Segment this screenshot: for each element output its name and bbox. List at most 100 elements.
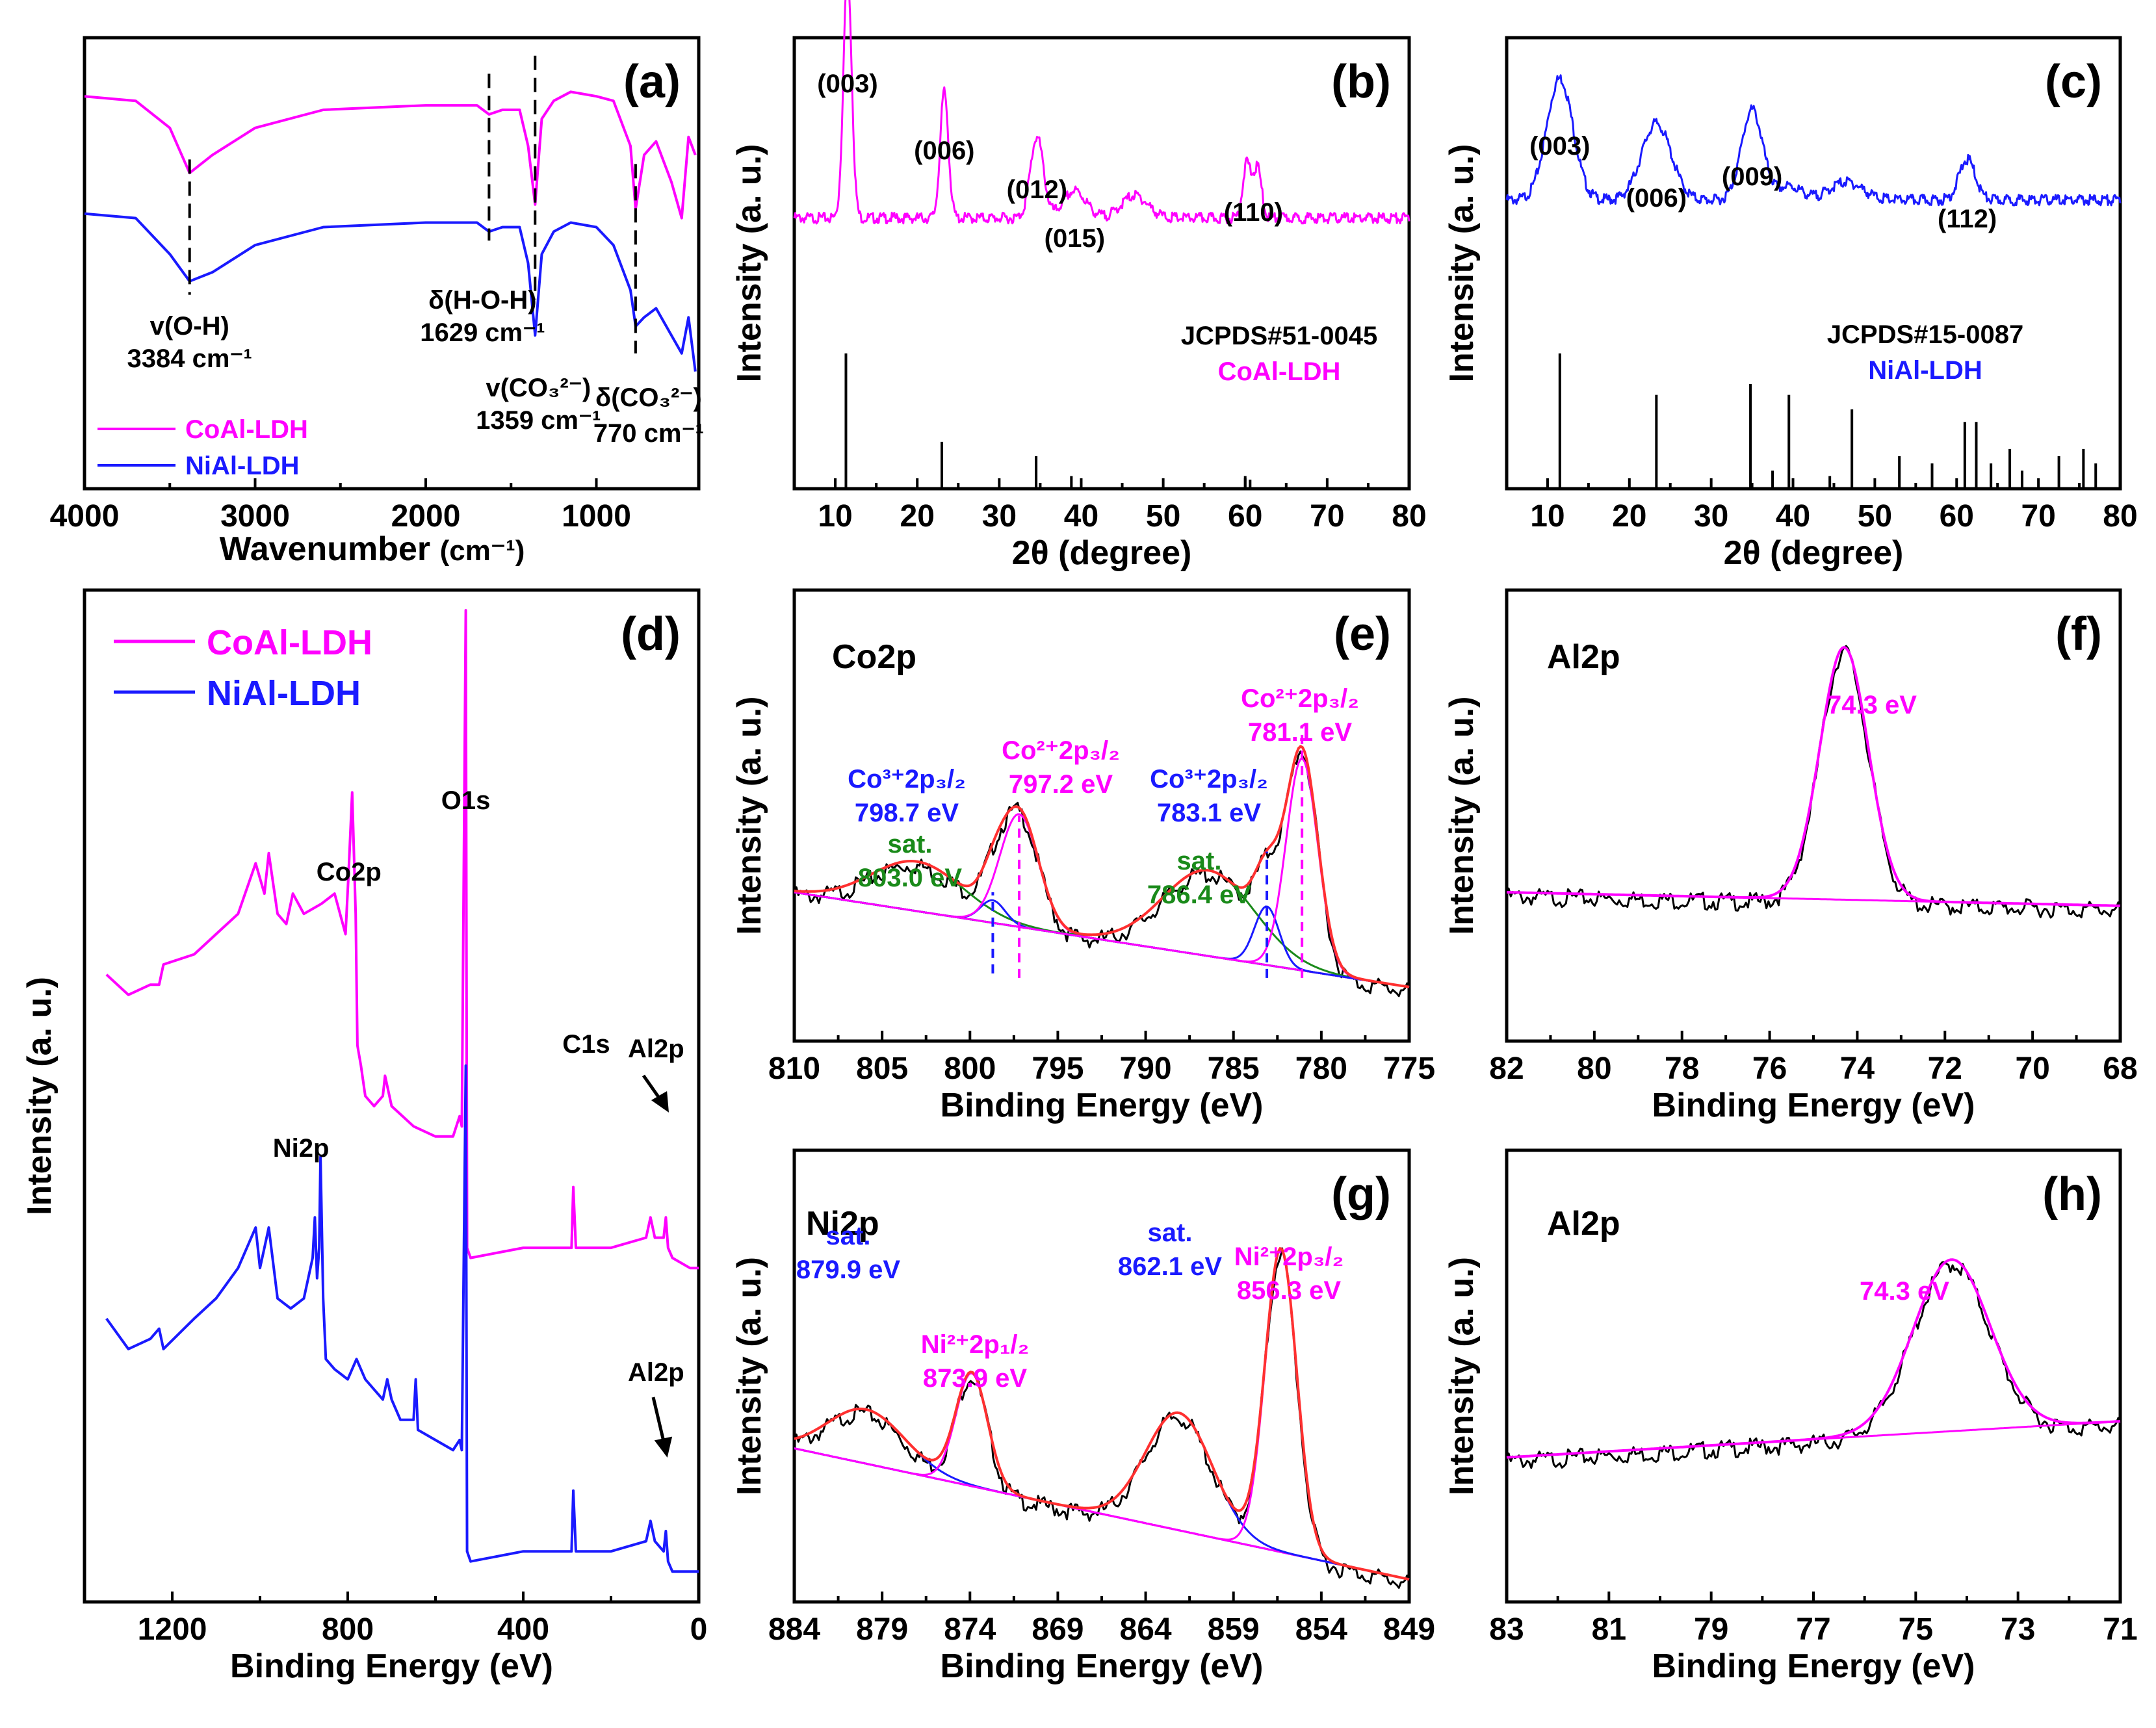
x-axis-title-e: Binding Energy (eV) xyxy=(941,1087,1264,1124)
xrd-pattern-nial-ldh xyxy=(1505,74,2122,207)
x-tick-label-g: 849 xyxy=(1383,1612,1435,1647)
arrow-head-icon xyxy=(651,1090,669,1113)
peak-assignment-label: sat. xyxy=(1148,1219,1193,1247)
element-label-f: Al2p xyxy=(1547,638,1620,676)
fit-envelope-e xyxy=(794,745,1410,988)
x-tick-label-f: 76 xyxy=(1752,1051,1787,1086)
peak-index-label: (006) xyxy=(914,136,974,165)
x-tick-label-h: 81 xyxy=(1592,1612,1626,1647)
y-axis-title-d: Intensity (a. u.) xyxy=(21,977,58,1215)
series-line-nial-ldh xyxy=(84,212,697,372)
x-tick-label-b: 50 xyxy=(1146,499,1180,534)
y-axis-title-g: Intensity (a. u.) xyxy=(731,1257,768,1495)
peak-index-label: (003) xyxy=(817,70,877,98)
x-tick-label-e: 800 xyxy=(944,1051,996,1086)
element-peak-label: Ni2p xyxy=(273,1134,330,1163)
peak-assignment-label: sat. xyxy=(1177,847,1222,875)
peak-energy-label: 783.1 eV xyxy=(1157,799,1261,827)
panel-label-c: (c) xyxy=(2045,56,2102,108)
x-tick-label-g: 879 xyxy=(856,1612,908,1647)
plot-frame-a xyxy=(83,36,701,491)
peak-energy-label: 803.0 eV xyxy=(858,864,962,892)
x-tick-label-a: 2000 xyxy=(391,499,461,534)
fit-component-h xyxy=(1506,1258,2121,1459)
x-tick-label-g: 869 xyxy=(1032,1612,1084,1647)
x-tick-label-c: 40 xyxy=(1776,499,1810,534)
x-axis-title-f: Binding Energy (eV) xyxy=(1652,1087,1975,1124)
peak-energy-label: 786.4 eV xyxy=(1147,881,1251,909)
xrd-pattern-coal-ldh xyxy=(793,0,1410,225)
series-line-coal-ldh xyxy=(84,90,697,220)
x-tick-label-e: 775 xyxy=(1383,1051,1435,1086)
x-tick-label-b: 30 xyxy=(982,499,1017,534)
fit-component-f xyxy=(1507,646,2121,907)
x-tick-label-b: 60 xyxy=(1228,499,1262,534)
x-tick-label-d: 0 xyxy=(690,1612,708,1647)
x-tick-label-g: 874 xyxy=(944,1612,996,1647)
survey-spectrum-coal-ldh xyxy=(105,609,699,1270)
annotation-wavenumber-label: 770 cm⁻¹ xyxy=(593,419,704,448)
peak-assignment-label: 74.3 eV xyxy=(1860,1277,1949,1306)
plot-frame-c xyxy=(1505,36,2122,491)
peak-index-label: (003) xyxy=(1529,132,1590,161)
x-tick-label-e: 795 xyxy=(1032,1051,1084,1086)
peak-assignment-label: Ni²⁺2p₃/₂ xyxy=(1234,1243,1344,1271)
x-axis-title-b: 2θ (degree) xyxy=(1012,534,1192,572)
x-tick-label-g: 854 xyxy=(1295,1612,1347,1647)
x-tick-label-b: 40 xyxy=(1064,499,1098,534)
fit-component-e xyxy=(794,758,1410,988)
peak-energy-label: 856.3 eV xyxy=(1237,1276,1341,1305)
y-axis-title-f: Intensity (a. u.) xyxy=(1443,697,1481,935)
x-axis-title-text: Wavenumber xyxy=(220,530,440,568)
peak-energy-label: 781.1 eV xyxy=(1248,718,1352,747)
x-tick-label-h: 77 xyxy=(1796,1612,1830,1647)
legend-label: CoAl-LDH xyxy=(185,415,308,444)
x-tick-label-f: 68 xyxy=(2103,1051,2137,1086)
x-tick-label-c: 10 xyxy=(1530,499,1565,534)
x-tick-label-d: 800 xyxy=(322,1612,374,1647)
element-peak-label: C1s xyxy=(562,1030,610,1059)
annotation-mode-label: δ(CO₃²⁻) xyxy=(595,383,702,412)
x-tick-label-f: 74 xyxy=(1840,1051,1875,1086)
fit-component-g xyxy=(794,1412,1410,1580)
annotation-mode-label: v(CO₃²⁻) xyxy=(486,374,591,402)
peak-index-label: (012) xyxy=(1007,175,1067,204)
peak-assignment-label: Co²⁺2p₃/₂ xyxy=(1241,684,1359,713)
x-tick-label-a: 3000 xyxy=(220,499,290,534)
peak-assignment-label: Co³⁺2p₃/₂ xyxy=(1150,765,1268,793)
x-tick-label-b: 70 xyxy=(1310,499,1344,534)
x-tick-label-d: 400 xyxy=(497,1612,549,1647)
annotation-wavenumber-label: 1629 cm⁻¹ xyxy=(420,318,545,347)
fit-component-g xyxy=(794,1408,1410,1580)
reference-card-label: JCPDS#15-0087 xyxy=(1827,320,2023,349)
peak-index-label: (009) xyxy=(1722,162,1782,191)
x-tick-label-c: 50 xyxy=(1858,499,1892,534)
x-tick-label-b: 20 xyxy=(900,499,935,534)
x-tick-label-c: 60 xyxy=(1940,499,1974,534)
legend-label: NiAl-LDH xyxy=(207,674,361,713)
x-tick-label-h: 71 xyxy=(2103,1612,2137,1647)
peak-assignment-label: Co³⁺2p₃/₂ xyxy=(848,765,966,793)
x-tick-label-g: 864 xyxy=(1120,1612,1172,1647)
fit-component-g xyxy=(794,1372,1410,1580)
x-tick-label-f: 82 xyxy=(1489,1051,1524,1086)
y-axis-title-h: Intensity (a. u.) xyxy=(1443,1257,1481,1495)
arrow-head-icon xyxy=(654,1436,673,1458)
x-axis-title-h: Binding Energy (eV) xyxy=(1652,1647,1975,1685)
x-tick-label-b: 80 xyxy=(1392,499,1426,534)
sample-label: NiAl-LDH xyxy=(1868,356,1982,385)
x-tick-label-h: 79 xyxy=(1694,1612,1728,1647)
x-tick-label-a: 4000 xyxy=(50,499,120,534)
survey-spectrum-nial-ldh xyxy=(105,1064,699,1573)
panel-label-f: (f) xyxy=(2055,608,2102,660)
panel-label-d: (d) xyxy=(621,608,681,660)
reference-card-label: JCPDS#51-0045 xyxy=(1181,322,1377,350)
x-axis-title-a: Wavenumber (cm⁻¹) xyxy=(220,530,525,568)
y-axis-title-b: Intensity (a. u.) xyxy=(731,144,768,383)
fit-envelope-f xyxy=(1507,645,2121,907)
x-tick-label-d: 1200 xyxy=(138,1612,207,1647)
x-tick-label-h: 73 xyxy=(2001,1612,2035,1647)
y-axis-title-e: Intensity (a. u.) xyxy=(731,697,768,935)
x-tick-label-h: 83 xyxy=(1489,1612,1524,1647)
peak-assignment-label: Ni²⁺2p₁/₂ xyxy=(921,1330,1030,1359)
